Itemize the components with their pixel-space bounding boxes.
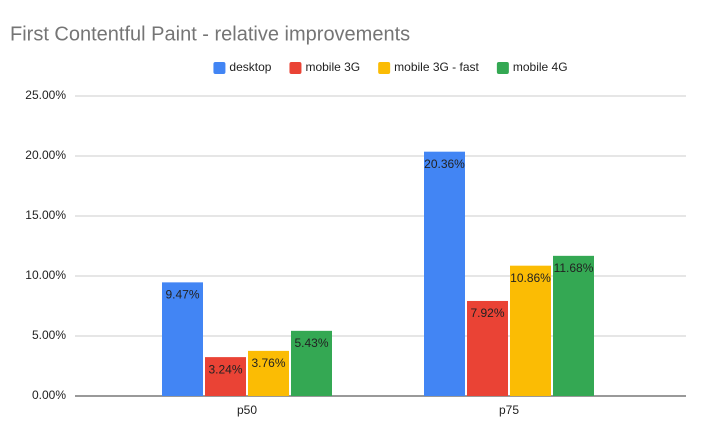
x-tick-label: p75 bbox=[499, 403, 519, 417]
y-tick-label: 25.00% bbox=[25, 88, 66, 102]
legend-label: desktop bbox=[229, 60, 271, 74]
bar bbox=[467, 300, 508, 396]
value-label: 11.68% bbox=[554, 261, 594, 275]
legend-label: mobile 3G - fast bbox=[394, 60, 479, 74]
y-tick-label: 5.00% bbox=[32, 328, 66, 342]
chart-title: First Contentful Paint - relative improv… bbox=[10, 23, 410, 45]
x-tick-label: p50 bbox=[237, 403, 257, 417]
bar bbox=[510, 265, 551, 396]
legend-label: mobile 4G bbox=[513, 60, 568, 74]
value-label: 7.92% bbox=[470, 306, 504, 320]
legend-swatch bbox=[289, 62, 302, 74]
value-label: 10.86% bbox=[510, 271, 551, 285]
legend-label: mobile 3G bbox=[305, 60, 360, 74]
value-label: 3.24% bbox=[208, 362, 242, 376]
legend-swatch bbox=[378, 62, 391, 74]
bar bbox=[162, 282, 203, 396]
y-tick-label: 10.00% bbox=[25, 268, 66, 282]
bar bbox=[205, 357, 246, 396]
legend-swatch bbox=[213, 62, 226, 74]
legend-swatch bbox=[496, 62, 509, 74]
bar bbox=[424, 151, 465, 396]
y-tick-label: 20.00% bbox=[25, 148, 66, 162]
y-tick-label: 0.00% bbox=[32, 388, 66, 402]
value-label: 9.47% bbox=[165, 288, 199, 302]
value-label: 20.36% bbox=[424, 157, 465, 171]
value-label: 5.43% bbox=[294, 336, 328, 350]
bar bbox=[553, 255, 594, 396]
bar bbox=[248, 350, 289, 396]
bar bbox=[291, 330, 332, 396]
y-tick-label: 15.00% bbox=[25, 208, 66, 222]
value-label: 3.76% bbox=[251, 356, 285, 370]
